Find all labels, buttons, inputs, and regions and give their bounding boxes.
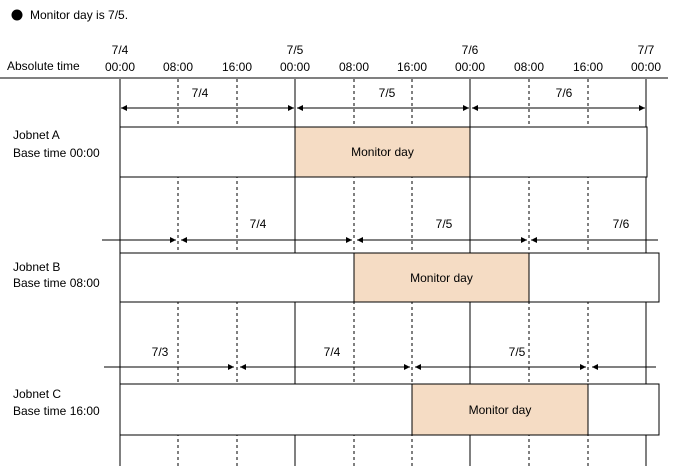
tick-date-label: 7/6: [462, 43, 479, 57]
jobnet-a-day-label-1: 7/4: [192, 86, 209, 100]
monitor-day-note: Monitor day is 7/5.: [30, 8, 128, 22]
jobnet-b-monitor-day: [353, 252, 530, 303]
tick-date-label: 7/5: [287, 43, 304, 57]
tick-time-label: 00:00: [455, 60, 485, 74]
jobnet-b-name: Jobnet B: [13, 260, 60, 274]
jobnet-b-day-label-3: 7/6: [613, 217, 630, 231]
jobnet-a-day-label-3: 7/6: [556, 86, 573, 100]
tick-time-label: 00:00: [105, 60, 135, 74]
jobnet-c-name: Jobnet C: [13, 387, 61, 401]
tick-time-label: 00:00: [280, 60, 310, 74]
jobnet-a-day-label-2: 7/5: [379, 86, 396, 100]
tick-date-label: 7/7: [638, 43, 655, 57]
jobnet-c-monitor-label: Monitor day: [469, 403, 532, 417]
tick-time-label: 16:00: [222, 60, 252, 74]
bullet-icon: [11, 9, 23, 21]
jobnet-a-monitor-label: Monitor day: [351, 145, 414, 159]
jobnet-b-base-time: Base time 08:00: [13, 276, 100, 290]
jobnet-a-monitor-day: [294, 126, 471, 178]
jobnet-b: Jobnet B Base time 08:00 7/4 7/5 7/6 Mon…: [13, 217, 660, 303]
jobnet-a-name: Jobnet A: [13, 128, 60, 142]
jobnet-c-base-time: Base time 16:00: [13, 404, 100, 418]
jobnet-c-day-label-1: 7/3: [152, 345, 169, 359]
tick-time-label: 08:00: [339, 60, 369, 74]
tick-date-label: 7/4: [112, 43, 129, 57]
jobnet-a-base-time: Base time 00:00: [13, 146, 100, 160]
jobnet-b-day-label-2: 7/5: [436, 217, 453, 231]
jobnet-b-day-label-1: 7/4: [250, 217, 267, 231]
tick-time-label: 00:00: [631, 60, 661, 74]
tick-time-label: 16:00: [397, 60, 427, 74]
jobnet-a: Jobnet A Base time 00:00 7/4 7/5 7/6 Mon…: [13, 86, 648, 178]
jobnet-c: Jobnet C Base time 16:00 7/3 7/4 7/5 Mon…: [13, 345, 660, 436]
tick-time-label: 16:00: [573, 60, 603, 74]
jobnet-c-day-label-3: 7/5: [509, 345, 526, 359]
jobnet-c-monitor-day: [411, 383, 589, 436]
time-axis-ticks: 7/4 00:00 08:00 16:00 7/5 00:00 08:00 16:00 7/6 0…: [105, 43, 661, 74]
tick-time-label: 08:00: [163, 60, 193, 74]
tick-time-label: 08:00: [514, 60, 544, 74]
jobnet-b-monitor-label: Monitor day: [410, 271, 473, 285]
jobnet-c-day-label-2: 7/4: [324, 345, 341, 359]
absolute-time-label: Absolute time: [7, 59, 80, 73]
